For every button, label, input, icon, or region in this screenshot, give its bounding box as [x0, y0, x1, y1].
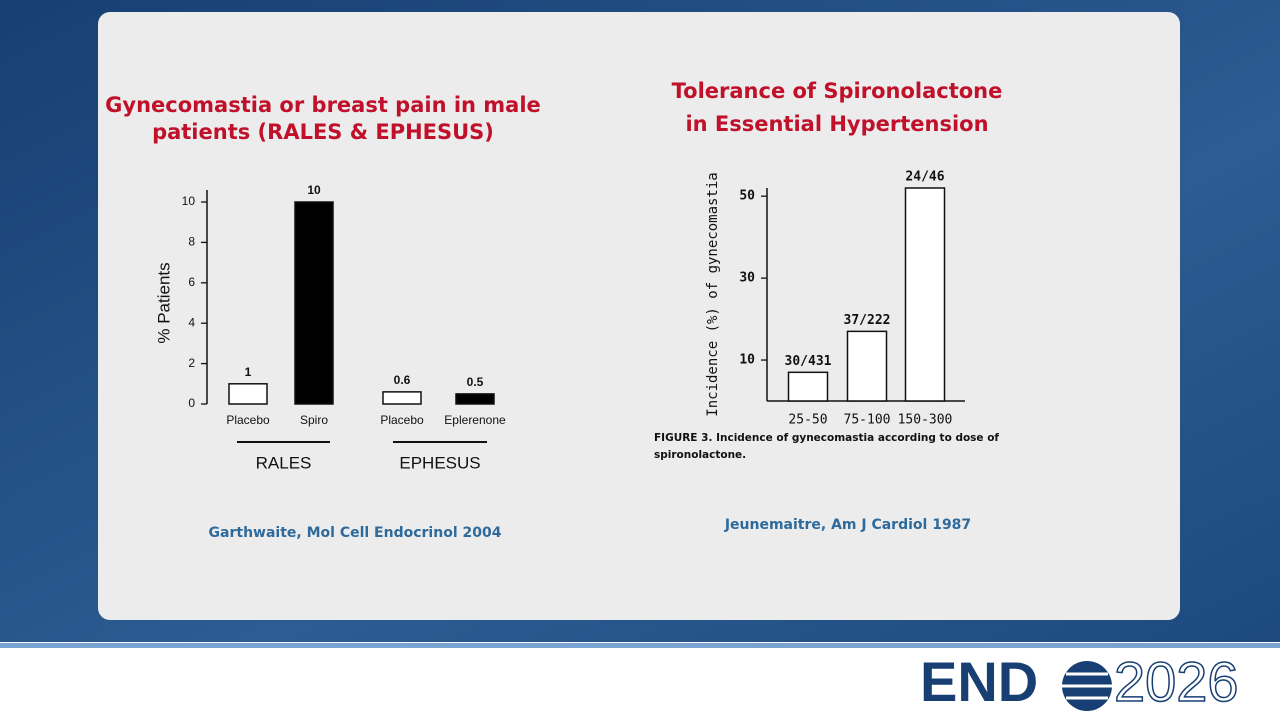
footer-stripe	[0, 643, 1280, 648]
bar	[382, 391, 422, 405]
chart-title: in Essential Hypertension	[685, 112, 988, 136]
value-label: 37/222	[844, 313, 891, 328]
logo-year: 2026	[1114, 650, 1239, 713]
x-tick-label: 150-300	[898, 413, 953, 428]
group-label: RALES	[256, 453, 312, 472]
logo-brand: END	[920, 650, 1038, 713]
y-axis-label: Incidence (%) of gynecomastia	[705, 172, 721, 416]
y-tick-label: 0	[188, 396, 195, 410]
y-tick-label: 8	[188, 235, 195, 249]
y-tick-label: 10	[182, 194, 196, 208]
y-tick-label: 4	[188, 315, 195, 329]
chart-title: patients (RALES & EPHESUS)	[152, 120, 494, 144]
logo-globe-lines	[1062, 672, 1112, 700]
y-axis-label: % Patients	[154, 262, 173, 343]
bar	[846, 330, 888, 402]
bar	[294, 201, 334, 405]
figure-caption: FIGURE 3. Incidence of gynecomastia acco…	[654, 432, 999, 444]
bar	[455, 393, 495, 405]
value-label: 30/431	[785, 354, 832, 369]
bar	[228, 383, 268, 405]
bar	[904, 187, 946, 402]
group-label: EPHESUS	[399, 453, 480, 472]
chart-title: Gynecomastia or breast pain in male	[105, 93, 541, 117]
value-label: 1	[245, 365, 252, 379]
logo: END 2026	[920, 649, 1239, 714]
bar	[787, 371, 829, 402]
x-tick-label: 75-100	[844, 413, 891, 428]
figure-caption: spironolactone.	[654, 449, 746, 461]
y-tick-label: 10	[739, 353, 755, 368]
y-tick-label: 6	[188, 275, 195, 289]
x-tick-label: 25-50	[788, 413, 827, 428]
value-label: 0.5	[467, 375, 484, 389]
y-tick-label: 30	[739, 271, 755, 286]
value-label: 10	[307, 183, 321, 197]
chart-title: Tolerance of Spironolactone	[672, 79, 1003, 103]
content-card	[98, 12, 1180, 620]
x-tick-label: Eplerenone	[444, 413, 506, 427]
x-tick-label: Placebo	[380, 413, 424, 427]
value-label: 24/46	[905, 170, 944, 185]
x-tick-label: Spiro	[300, 413, 328, 427]
source: Garthwaite, Mol Cell Endocrinol 2004	[209, 525, 502, 541]
value-label: 0.6	[394, 373, 411, 387]
source: Jeunemaitre, Am J Cardiol 1987	[724, 517, 971, 533]
y-tick-label: 2	[188, 356, 195, 370]
y-tick-label: 50	[739, 189, 755, 204]
x-tick-label: Placebo	[226, 413, 270, 427]
